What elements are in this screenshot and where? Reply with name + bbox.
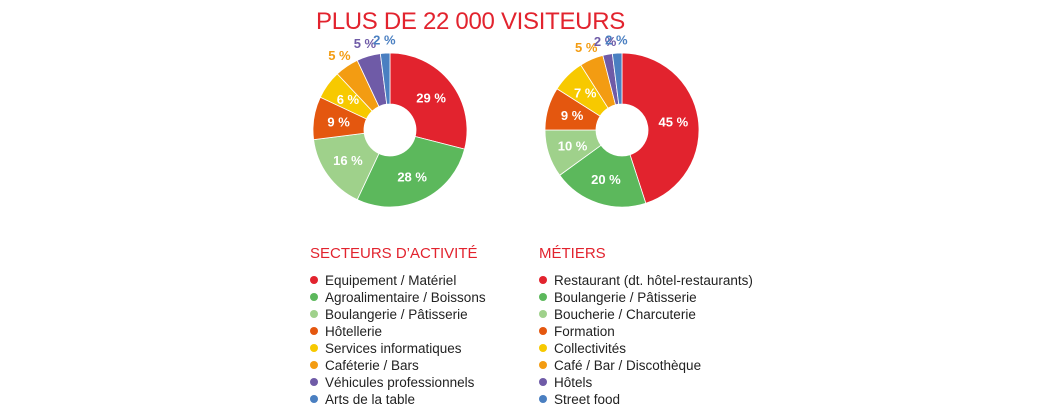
legend-dot-icon (539, 344, 547, 352)
legend-item-vehicules-professionnels: Véhicules professionnels (310, 374, 486, 391)
legend-item-boulangerie-patisserie: Boulangerie / Pâtisserie (539, 289, 753, 306)
slice-label-arts-de-la-table: 2 % (373, 33, 396, 48)
legend-dot-icon (310, 378, 318, 386)
slice-boulangerie-patisserie (559, 144, 647, 208)
legend-dot-icon (310, 361, 318, 369)
legend-dot-icon (539, 378, 547, 386)
metiers-legend: Restaurant (dt. hôtel-restaurants) Boulan… (539, 272, 753, 408)
legend-dot-icon (539, 293, 547, 301)
legend-label: Boulangerie / Pâtisserie (554, 290, 697, 305)
legend-label: Caféterie / Bars (325, 358, 419, 373)
legend-label: Boulangerie / Pâtisserie (325, 307, 468, 322)
legend-item-hotels: Hôtels (539, 374, 753, 391)
slice-label-cafeterie-bars: 5 % (328, 48, 351, 63)
legend-item-boulangerie-patisserie: Boulangerie / Pâtisserie (310, 306, 486, 323)
legend-label: Boucherie / Charcuterie (554, 307, 696, 322)
legend-dot-icon (310, 293, 318, 301)
legend-item-cafeterie-bars: Caféterie / Bars (310, 357, 486, 374)
slice-label-hotels: 2 % (594, 34, 617, 49)
slice-arts-de-la-table (379, 52, 391, 105)
slice-label-equipement-materiel: 29 % (416, 91, 446, 106)
legend-item-equipement-materiel: Equipement / Matériel (310, 272, 486, 289)
metiers-title: MÉTIERS (539, 245, 606, 262)
legend-dot-icon (310, 276, 318, 284)
legend-dot-icon (539, 395, 547, 403)
slice-equipement-materiel (389, 52, 468, 150)
legend-label: Arts de la table (325, 392, 416, 407)
slice-label-agroalimentaire-boissons: 28 % (397, 170, 427, 185)
slice-label-boucherie-charcuterie: 10 % (558, 139, 588, 154)
page-headline: PLUS DE 22 000 VISITEURS (316, 8, 625, 35)
slice-restaurant-dt-hotel-restaurants (621, 52, 700, 204)
slice-label-hotellerie: 9 % (327, 114, 350, 129)
legend-label: Véhicules professionnels (325, 375, 475, 390)
slice-label-services-informatiques: 6 % (337, 92, 360, 107)
legend-dot-icon (539, 361, 547, 369)
slice-label-boulangerie-patisserie: 20 % (591, 172, 621, 187)
slice-label-collectivites: 7 % (574, 86, 597, 101)
legend-item-arts-de-la-table: Arts de la table (310, 391, 486, 408)
legend-item-boucherie-charcuterie: Boucherie / Charcuterie (539, 306, 753, 323)
legend-item-hotellerie: Hôtellerie (310, 323, 486, 340)
slice-label-restaurant-dt-hotel-restaurants: 45 % (659, 114, 689, 129)
slice-label-boulangerie-patisserie: 16 % (333, 153, 363, 168)
metiers-donut-chart: 45 %20 %10 %9 %7 %5 %2 %2 % (544, 33, 700, 208)
legend-item-formation: Formation (539, 323, 753, 340)
legend-dot-icon (310, 395, 318, 403)
slice-label-formation: 9 % (561, 108, 584, 123)
legend-dot-icon (539, 327, 547, 335)
legend-label: Café / Bar / Discothèque (554, 358, 702, 373)
slice-label-cafe-bar-discotheque: 5 % (575, 40, 598, 55)
legend-label: Equipement / Matériel (325, 273, 457, 288)
legend-label: Hôtellerie (325, 324, 383, 339)
legend-label: Services informatiques (325, 341, 462, 356)
slice-label-vehicules-professionnels: 5 % (354, 36, 377, 51)
legend-label: Street food (554, 392, 621, 407)
legend-label: Collectivités (554, 341, 627, 356)
secteurs-donut-chart: 29 %28 %16 %9 %6 %5 %5 %2 % (312, 33, 468, 208)
legend-item-collectivites: Collectivités (539, 340, 753, 357)
legend-item-street-food: Street food (539, 391, 753, 408)
legend-dot-icon (310, 327, 318, 335)
secteurs-legend: Equipement / Matériel Agroalimentaire / B… (310, 272, 486, 408)
secteurs-title: SECTEURS D’ACTIVITÉ (310, 245, 478, 262)
slice-label-street-food: 2 % (605, 33, 628, 48)
legend-item-agroalimentaire-boissons: Agroalimentaire / Boissons (310, 289, 486, 306)
legend-label: Agroalimentaire / Boissons (325, 290, 486, 305)
legend-dot-icon (539, 276, 547, 284)
slice-agroalimentaire-boissons (356, 135, 466, 208)
legend-item-restaurant-dt-hotel-restaurants: Restaurant (dt. hôtel-restaurants) (539, 272, 753, 289)
legend-dot-icon (539, 310, 547, 318)
legend-label: Hôtels (554, 375, 593, 390)
legend-item-cafe-bar-discotheque: Café / Bar / Discothèque (539, 357, 753, 374)
slice-street-food (611, 52, 623, 105)
legend-dot-icon (310, 310, 318, 318)
legend-item-services-informatiques: Services informatiques (310, 340, 486, 357)
legend-label: Restaurant (dt. hôtel-restaurants) (554, 273, 753, 288)
legend-label: Formation (554, 324, 615, 339)
legend-dot-icon (310, 344, 318, 352)
